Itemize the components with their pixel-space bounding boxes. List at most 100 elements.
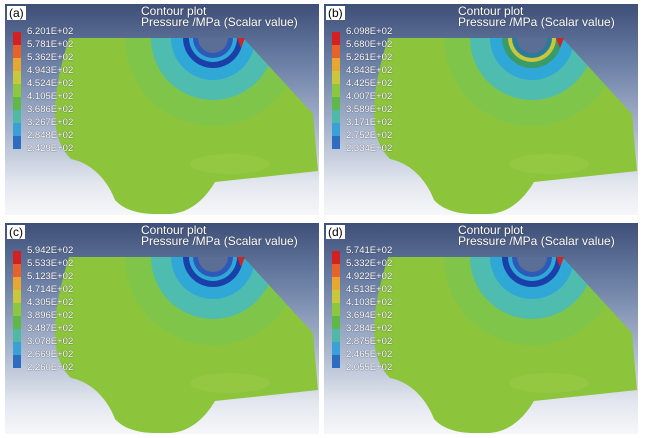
hotspot-marker (237, 38, 245, 48)
plot-title: Contour plot Pressure /MPa (Scalar value) (141, 4, 298, 29)
legend-swatch (13, 84, 21, 97)
legend-swatch (13, 45, 21, 58)
hole (198, 257, 228, 272)
plot-title-line2: Pressure /MPa (Scalar value) (458, 15, 615, 29)
legend-swatch (13, 303, 21, 316)
plot-title-line1: Contour plot (458, 223, 524, 237)
legend-swatch (13, 316, 21, 329)
contour-field (54, 38, 319, 214)
legend-value: 2.752E+02 (346, 130, 393, 141)
legend-swatch (332, 329, 340, 342)
ring-outer (125, 257, 301, 345)
legend-value: 4.513E+02 (346, 284, 393, 295)
legend-value: 5.680E+02 (346, 39, 393, 50)
panel-label: (d) (326, 225, 345, 239)
legend-swatch (13, 136, 21, 149)
legend-value: 6.201E+02 (27, 26, 74, 37)
plot-title: Contour plot Pressure /MPa (Scalar value) (458, 223, 615, 248)
legend-swatch (332, 110, 340, 123)
legend-value: 5.261E+02 (346, 52, 393, 63)
legend-value: 3.267E+02 (27, 117, 74, 128)
hotspot-marker (556, 257, 564, 267)
legend-swatch (13, 329, 21, 342)
legend-swatch (13, 71, 21, 84)
legend-swatch (332, 277, 340, 290)
hotspot-marker (556, 38, 564, 48)
plot-title: Contour plot Pressure /MPa (Scalar value) (458, 4, 615, 29)
legend-swatch (13, 355, 21, 368)
legend-value: 4.524E+02 (27, 78, 74, 89)
legend-value: 5.332E+02 (346, 258, 393, 269)
legend-value: 4.305E+02 (27, 297, 74, 308)
legend-value: 4.922E+02 (346, 271, 393, 282)
plot-title-line1: Contour plot (141, 4, 207, 18)
legend-value: 4.714E+02 (27, 284, 74, 295)
ring-teal (470, 38, 594, 100)
legend-value: 5.123E+02 (27, 271, 74, 282)
contour-field (373, 38, 637, 214)
hole (198, 38, 228, 53)
field-patch (190, 154, 270, 174)
hole (517, 257, 547, 272)
legend-swatch (13, 58, 21, 71)
legend-swatch (13, 32, 21, 45)
contour-panel-1: (a) Contour plot Pressure /MPa (Scalar val… (4, 3, 320, 216)
ring-outer (444, 38, 620, 126)
legend-swatch (332, 251, 340, 264)
legend-value: 2.260E+02 (27, 362, 74, 373)
legend-value: 5.533E+02 (27, 258, 74, 269)
contour-panel-4: (d) Contour plot Pressure /MPa (Scalar val… (323, 222, 639, 435)
plot-title-line2: Pressure /MPa (Scalar value) (458, 234, 615, 248)
legend-swatch (332, 316, 340, 329)
ring-teal (470, 257, 594, 319)
legend-value: 5.741E+02 (346, 245, 393, 256)
legend-swatch (332, 97, 340, 110)
legend-value: 4.425E+02 (346, 78, 393, 89)
legend-swatch (332, 355, 340, 368)
legend-swatch (13, 277, 21, 290)
ring-teal (151, 38, 275, 100)
legend-value: 3.686E+02 (27, 104, 74, 115)
contour-panel-3: (c) Contour plot Pressure /MPa (Scalar val… (4, 222, 320, 435)
legend-swatch (13, 123, 21, 136)
plot-title-line1: Contour plot (458, 4, 524, 18)
legend-value: 2.465E+02 (346, 349, 393, 360)
legend-value: 5.781E+02 (27, 39, 74, 50)
legend-value: 3.078E+02 (27, 336, 74, 347)
contour-field (373, 257, 637, 433)
legend-value: 3.694E+02 (346, 310, 393, 321)
legend-value: 4.943E+02 (27, 65, 74, 76)
ring-teal (151, 257, 275, 319)
legend-swatch (332, 32, 340, 45)
legend-swatch (332, 123, 340, 136)
field-patch (190, 373, 270, 393)
plot-title-line2: Pressure /MPa (Scalar value) (141, 15, 298, 29)
legend-value: 4.105E+02 (27, 91, 74, 102)
ring-outer (125, 38, 301, 126)
legend-value: 3.896E+02 (27, 310, 74, 321)
legend-swatch (332, 136, 340, 149)
legend-value: 3.284E+02 (346, 323, 393, 334)
contour-field (54, 257, 319, 433)
field-patch (509, 373, 589, 393)
legend-swatch (332, 84, 340, 97)
legend-swatch (13, 342, 21, 355)
ring-outer (444, 257, 620, 345)
hotspot-marker (237, 257, 245, 267)
plot-title-line1: Contour plot (141, 223, 207, 237)
panel-label: (b) (326, 6, 345, 20)
legend-value: 2.848E+02 (27, 130, 74, 141)
legend-swatch (13, 290, 21, 303)
plot-title-line2: Pressure /MPa (Scalar value) (141, 234, 298, 248)
legend-value: 2.875E+02 (346, 336, 393, 347)
legend-value: 2.429E+02 (27, 143, 74, 154)
field-patch (509, 154, 589, 174)
legend-swatch (13, 97, 21, 110)
legend-value: 4.103E+02 (346, 297, 393, 308)
legend-swatch (332, 45, 340, 58)
legend-value: 4.007E+02 (346, 91, 393, 102)
legend-value: 5.362E+02 (27, 52, 74, 63)
legend-value: 3.589E+02 (346, 104, 393, 115)
legend-value: 4.843E+02 (346, 65, 393, 76)
contour-panel-2: (b) Contour plot Pressure /MPa (Scalar val… (323, 3, 639, 216)
